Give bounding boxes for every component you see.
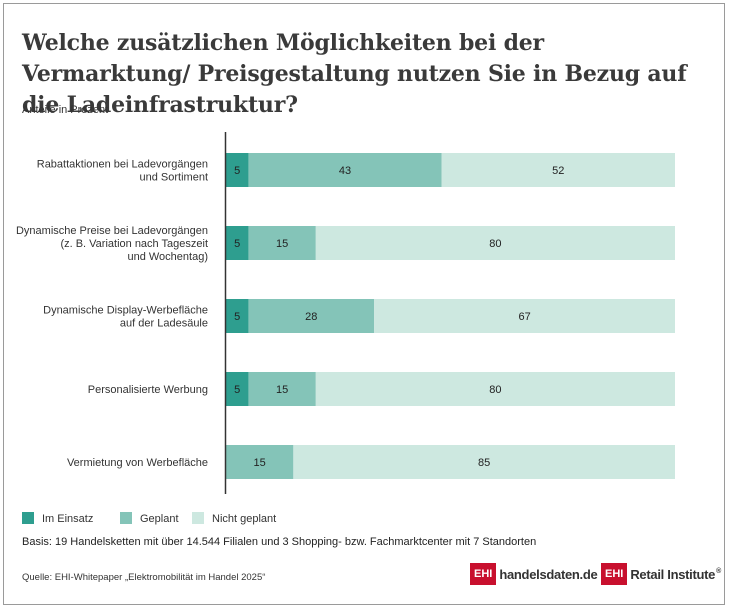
legend-item-geplant: Geplant [120,512,179,525]
data-label: 5 [234,384,240,396]
bar-segment [293,445,675,479]
bar-segment [374,299,675,333]
retail-institute-logo-text: Retail Institute® [630,567,721,582]
legend-label-geplant: Geplant [140,513,179,525]
bar-segment [248,226,316,260]
chart-subtitle: Anteile in Prozent [22,104,109,116]
data-label: 85 [478,457,490,469]
basis-note: Basis: 19 Handelsketten mit über 14.544 … [22,536,537,548]
ehi-logo-box: EHI [601,563,628,585]
handelsdaten-logo-text: handelsdaten.de [499,566,598,582]
category-label: Vermietung von Werbefläche [67,457,208,469]
data-label: 15 [276,384,288,396]
bar-segment [248,153,442,187]
retail-institute-logo: EHI Retail Institute® [601,563,721,585]
data-label: 28 [305,311,317,323]
legend-item-im-einsatz: Im Einsatz [22,512,93,525]
data-label: 67 [518,311,530,323]
data-label: 52 [552,165,564,177]
legend-swatch-nicht-geplant [192,512,204,524]
data-label: 5 [234,165,240,177]
data-label: 15 [254,457,266,469]
legend-label-im-einsatz: Im Einsatz [42,513,94,525]
legend-swatch-im-einsatz [22,512,34,524]
bar-segment [226,153,249,187]
bar-segment [226,372,249,406]
data-label: 43 [339,165,351,177]
bar-segment [226,226,249,260]
data-label: 80 [489,238,501,250]
registered-mark: ® [716,568,721,576]
data-label: 15 [276,238,288,250]
data-label: 5 [234,238,240,250]
bar-segment [226,445,294,479]
legend-item-nicht-geplant: Nicht geplant [192,512,276,525]
category-label: Dynamische Display-Werbefläche auf der La… [43,305,208,330]
chart-title: Welche zusätzlichen Möglichkeiten bei de… [22,30,687,118]
category-label: Rabattaktionen bei Ladevorgängen und Sort… [37,159,208,184]
ehi-logo-box: EHI [470,563,497,585]
bar-segment [315,372,675,406]
handelsdaten-logo: EHI handelsdaten.de [470,563,598,585]
bar-segment [248,372,316,406]
bar-segment [226,299,249,333]
data-label: 80 [489,384,501,396]
category-label: Personalisierte Werbung [88,384,208,396]
data-label: 5 [234,311,240,323]
bar-segment [315,226,675,260]
bar-segment [441,153,675,187]
source-note: Quelle: EHI-Whitepaper „Elektromobilität… [22,572,266,583]
category-label: Dynamische Preise bei Ladevorgängen (z. B… [16,225,208,263]
legend-label-nicht-geplant: Nicht geplant [212,513,277,525]
bar-segment [248,299,375,333]
legend-swatch-geplant [120,512,132,524]
retail-institute-text: Retail Institute [630,566,716,582]
